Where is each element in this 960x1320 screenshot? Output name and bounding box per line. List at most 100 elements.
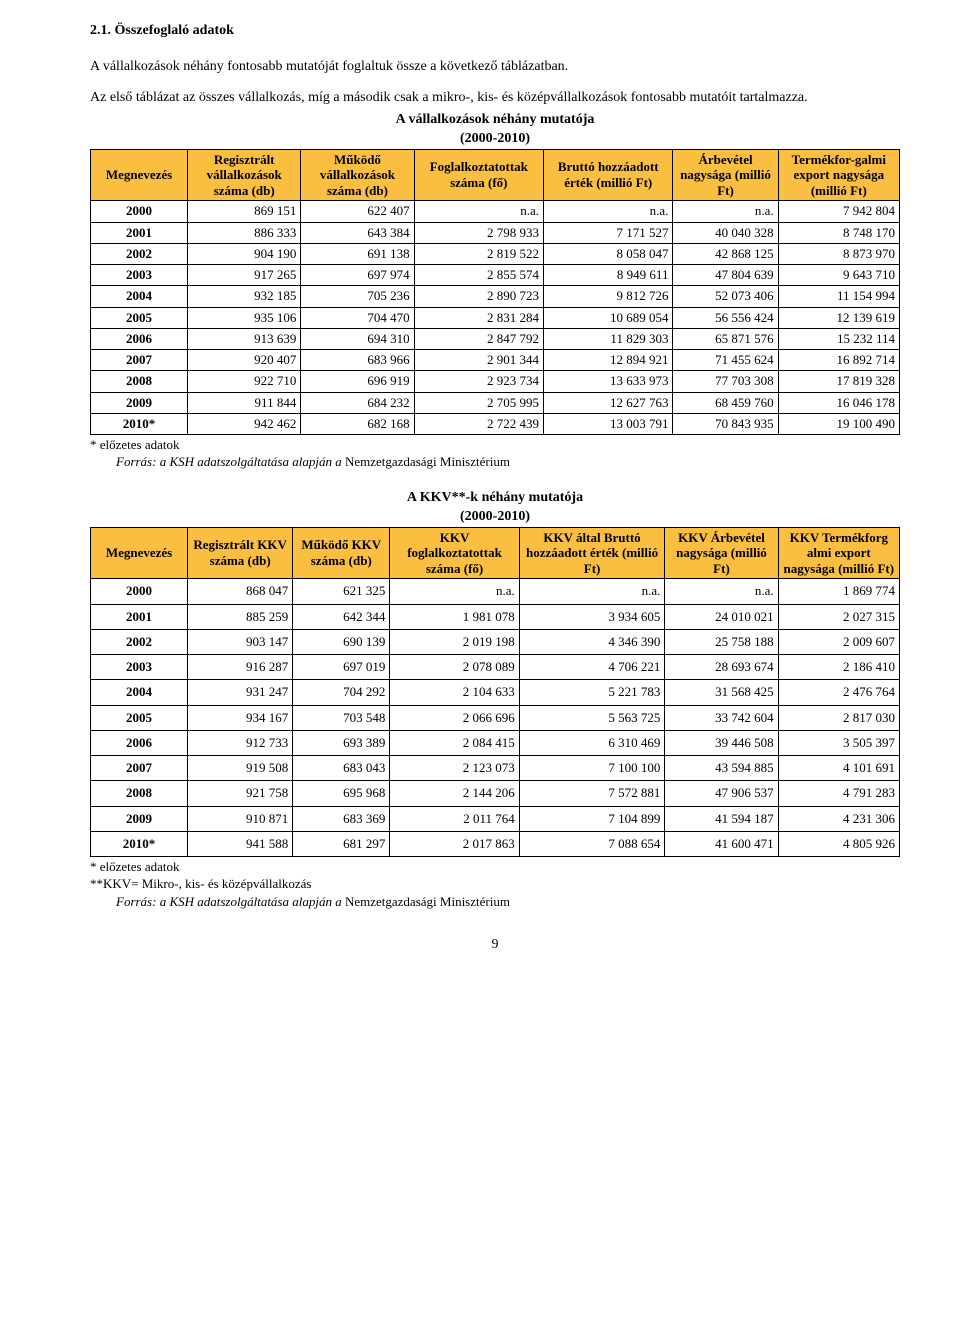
table-cell: 19 100 490 <box>778 413 899 434</box>
table-row: 2005934 167703 5482 066 6965 563 72533 7… <box>91 705 900 730</box>
table-cell: 2004 <box>91 286 188 307</box>
table-cell: 16 046 178 <box>778 392 899 413</box>
table-cell: 4 706 221 <box>519 655 665 680</box>
table1-footnote-star: * előzetes adatok <box>90 437 900 453</box>
table-cell: 682 168 <box>301 413 414 434</box>
table2-subtitle: (2000-2010) <box>90 508 900 526</box>
table-cell: 2004 <box>91 680 188 705</box>
table-cell: 681 297 <box>293 831 390 856</box>
table-cell: 869 151 <box>188 201 301 222</box>
table-cell: 10 689 054 <box>544 307 673 328</box>
table-header-cell: KKV foglalkoztatottak száma (fő) <box>390 527 519 579</box>
table-cell: n.a. <box>673 201 778 222</box>
page-number: 9 <box>90 936 900 954</box>
table-cell: 7 171 527 <box>544 222 673 243</box>
table-cell: 916 287 <box>188 655 293 680</box>
table-cell: 696 919 <box>301 371 414 392</box>
table-row: 2001885 259642 3441 981 0783 934 60524 0… <box>91 604 900 629</box>
table-cell: 7 942 804 <box>778 201 899 222</box>
table-row: 2010*942 462682 1682 722 43913 003 79170… <box>91 413 900 434</box>
table-row: 2009911 844684 2322 705 99512 627 76368 … <box>91 392 900 413</box>
table-cell: 52 073 406 <box>673 286 778 307</box>
table-row: 2005935 106704 4702 831 28410 689 05456 … <box>91 307 900 328</box>
table-cell: 2 066 696 <box>390 705 519 730</box>
table-cell: 921 758 <box>188 781 293 806</box>
table-cell: n.a. <box>390 579 519 604</box>
table-cell: 4 101 691 <box>778 756 899 781</box>
table-cell: 2006 <box>91 730 188 755</box>
table2-source-normal: Nemzetgazdasági Minisztérium <box>342 894 510 909</box>
table-cell: 6 310 469 <box>519 730 665 755</box>
table-cell: 704 292 <box>293 680 390 705</box>
table-cell: 913 639 <box>188 328 301 349</box>
table-cell: 2005 <box>91 307 188 328</box>
table-cell: 904 190 <box>188 243 301 264</box>
table-cell: 2010* <box>91 831 188 856</box>
table2-footnote-source: Forrás: a KSH adatszolgáltatása alapján … <box>90 894 900 910</box>
table1-container: MegnevezésRegisztrált vállalkozások szám… <box>90 149 900 436</box>
table2-title: A KKV**-k néhány mutatója <box>90 489 900 507</box>
table-cell: 2 901 344 <box>414 350 543 371</box>
table-cell: 3 505 397 <box>778 730 899 755</box>
table-row: 2003917 265697 9742 855 5748 949 61147 8… <box>91 265 900 286</box>
table-row: 2007920 407683 9662 901 34412 894 92171 … <box>91 350 900 371</box>
table-cell: 934 167 <box>188 705 293 730</box>
table-cell: 13 003 791 <box>544 413 673 434</box>
table-cell: 622 407 <box>301 201 414 222</box>
table-row: 2002903 147690 1392 019 1984 346 39025 7… <box>91 629 900 654</box>
table-cell: 17 819 328 <box>778 371 899 392</box>
table-cell: 2 819 522 <box>414 243 543 264</box>
table-row: 2004931 247704 2922 104 6335 221 78331 5… <box>91 680 900 705</box>
table-cell: 2 831 284 <box>414 307 543 328</box>
table-cell: 935 106 <box>188 307 301 328</box>
table-cell: 941 588 <box>188 831 293 856</box>
table-cell: 3 934 605 <box>519 604 665 629</box>
table-cell: 2 923 734 <box>414 371 543 392</box>
table-cell: 621 325 <box>293 579 390 604</box>
table-cell: 2009 <box>91 392 188 413</box>
table-cell: 695 968 <box>293 781 390 806</box>
table-cell: 2 186 410 <box>778 655 899 680</box>
table-cell: 2 476 764 <box>778 680 899 705</box>
table-cell: 2008 <box>91 781 188 806</box>
table-cell: 642 344 <box>293 604 390 629</box>
table-cell: 47 804 639 <box>673 265 778 286</box>
table-cell: 643 384 <box>301 222 414 243</box>
table-cell: 1 981 078 <box>390 604 519 629</box>
table-cell: 868 047 <box>188 579 293 604</box>
table-cell: 9 643 710 <box>778 265 899 286</box>
table2-container: MegnevezésRegisztrált KKV száma (db)Műkö… <box>90 527 900 858</box>
table-cell: 8 873 970 <box>778 243 899 264</box>
table-cell: 2 722 439 <box>414 413 543 434</box>
table-cell: 2010* <box>91 413 188 434</box>
table-cell: 41 594 187 <box>665 806 778 831</box>
table-cell: 28 693 674 <box>665 655 778 680</box>
table-cell: 1 869 774 <box>778 579 899 604</box>
table-cell: 931 247 <box>188 680 293 705</box>
table-cell: 2000 <box>91 579 188 604</box>
table-row: 2000868 047621 325n.a.n.a.n.a.1 869 774 <box>91 579 900 604</box>
table-header-cell: Megnevezés <box>91 527 188 579</box>
table-cell: 12 139 619 <box>778 307 899 328</box>
table-cell: 922 710 <box>188 371 301 392</box>
intro-paragraph-2: Az első táblázat az összes vállalkozás, … <box>90 89 900 107</box>
table-cell: 2 084 415 <box>390 730 519 755</box>
table-cell: 47 906 537 <box>665 781 778 806</box>
table-cell: 903 147 <box>188 629 293 654</box>
table1-title: A vállalkozások néhány mutatója <box>90 111 900 129</box>
table-cell: 691 138 <box>301 243 414 264</box>
table-cell: 2 798 933 <box>414 222 543 243</box>
table-cell: 2005 <box>91 705 188 730</box>
table-cell: 683 369 <box>293 806 390 831</box>
table-cell: 8 058 047 <box>544 243 673 264</box>
table-cell: 77 703 308 <box>673 371 778 392</box>
table-cell: 24 010 021 <box>665 604 778 629</box>
table-cell: 4 231 306 <box>778 806 899 831</box>
table-cell: 912 733 <box>188 730 293 755</box>
table-cell: 704 470 <box>301 307 414 328</box>
table-cell: n.a. <box>519 579 665 604</box>
table-header-cell: KKV Termékforg almi export nagysága (mil… <box>778 527 899 579</box>
table-cell: 2 855 574 <box>414 265 543 286</box>
table-cell: 2009 <box>91 806 188 831</box>
table-cell: 33 742 604 <box>665 705 778 730</box>
